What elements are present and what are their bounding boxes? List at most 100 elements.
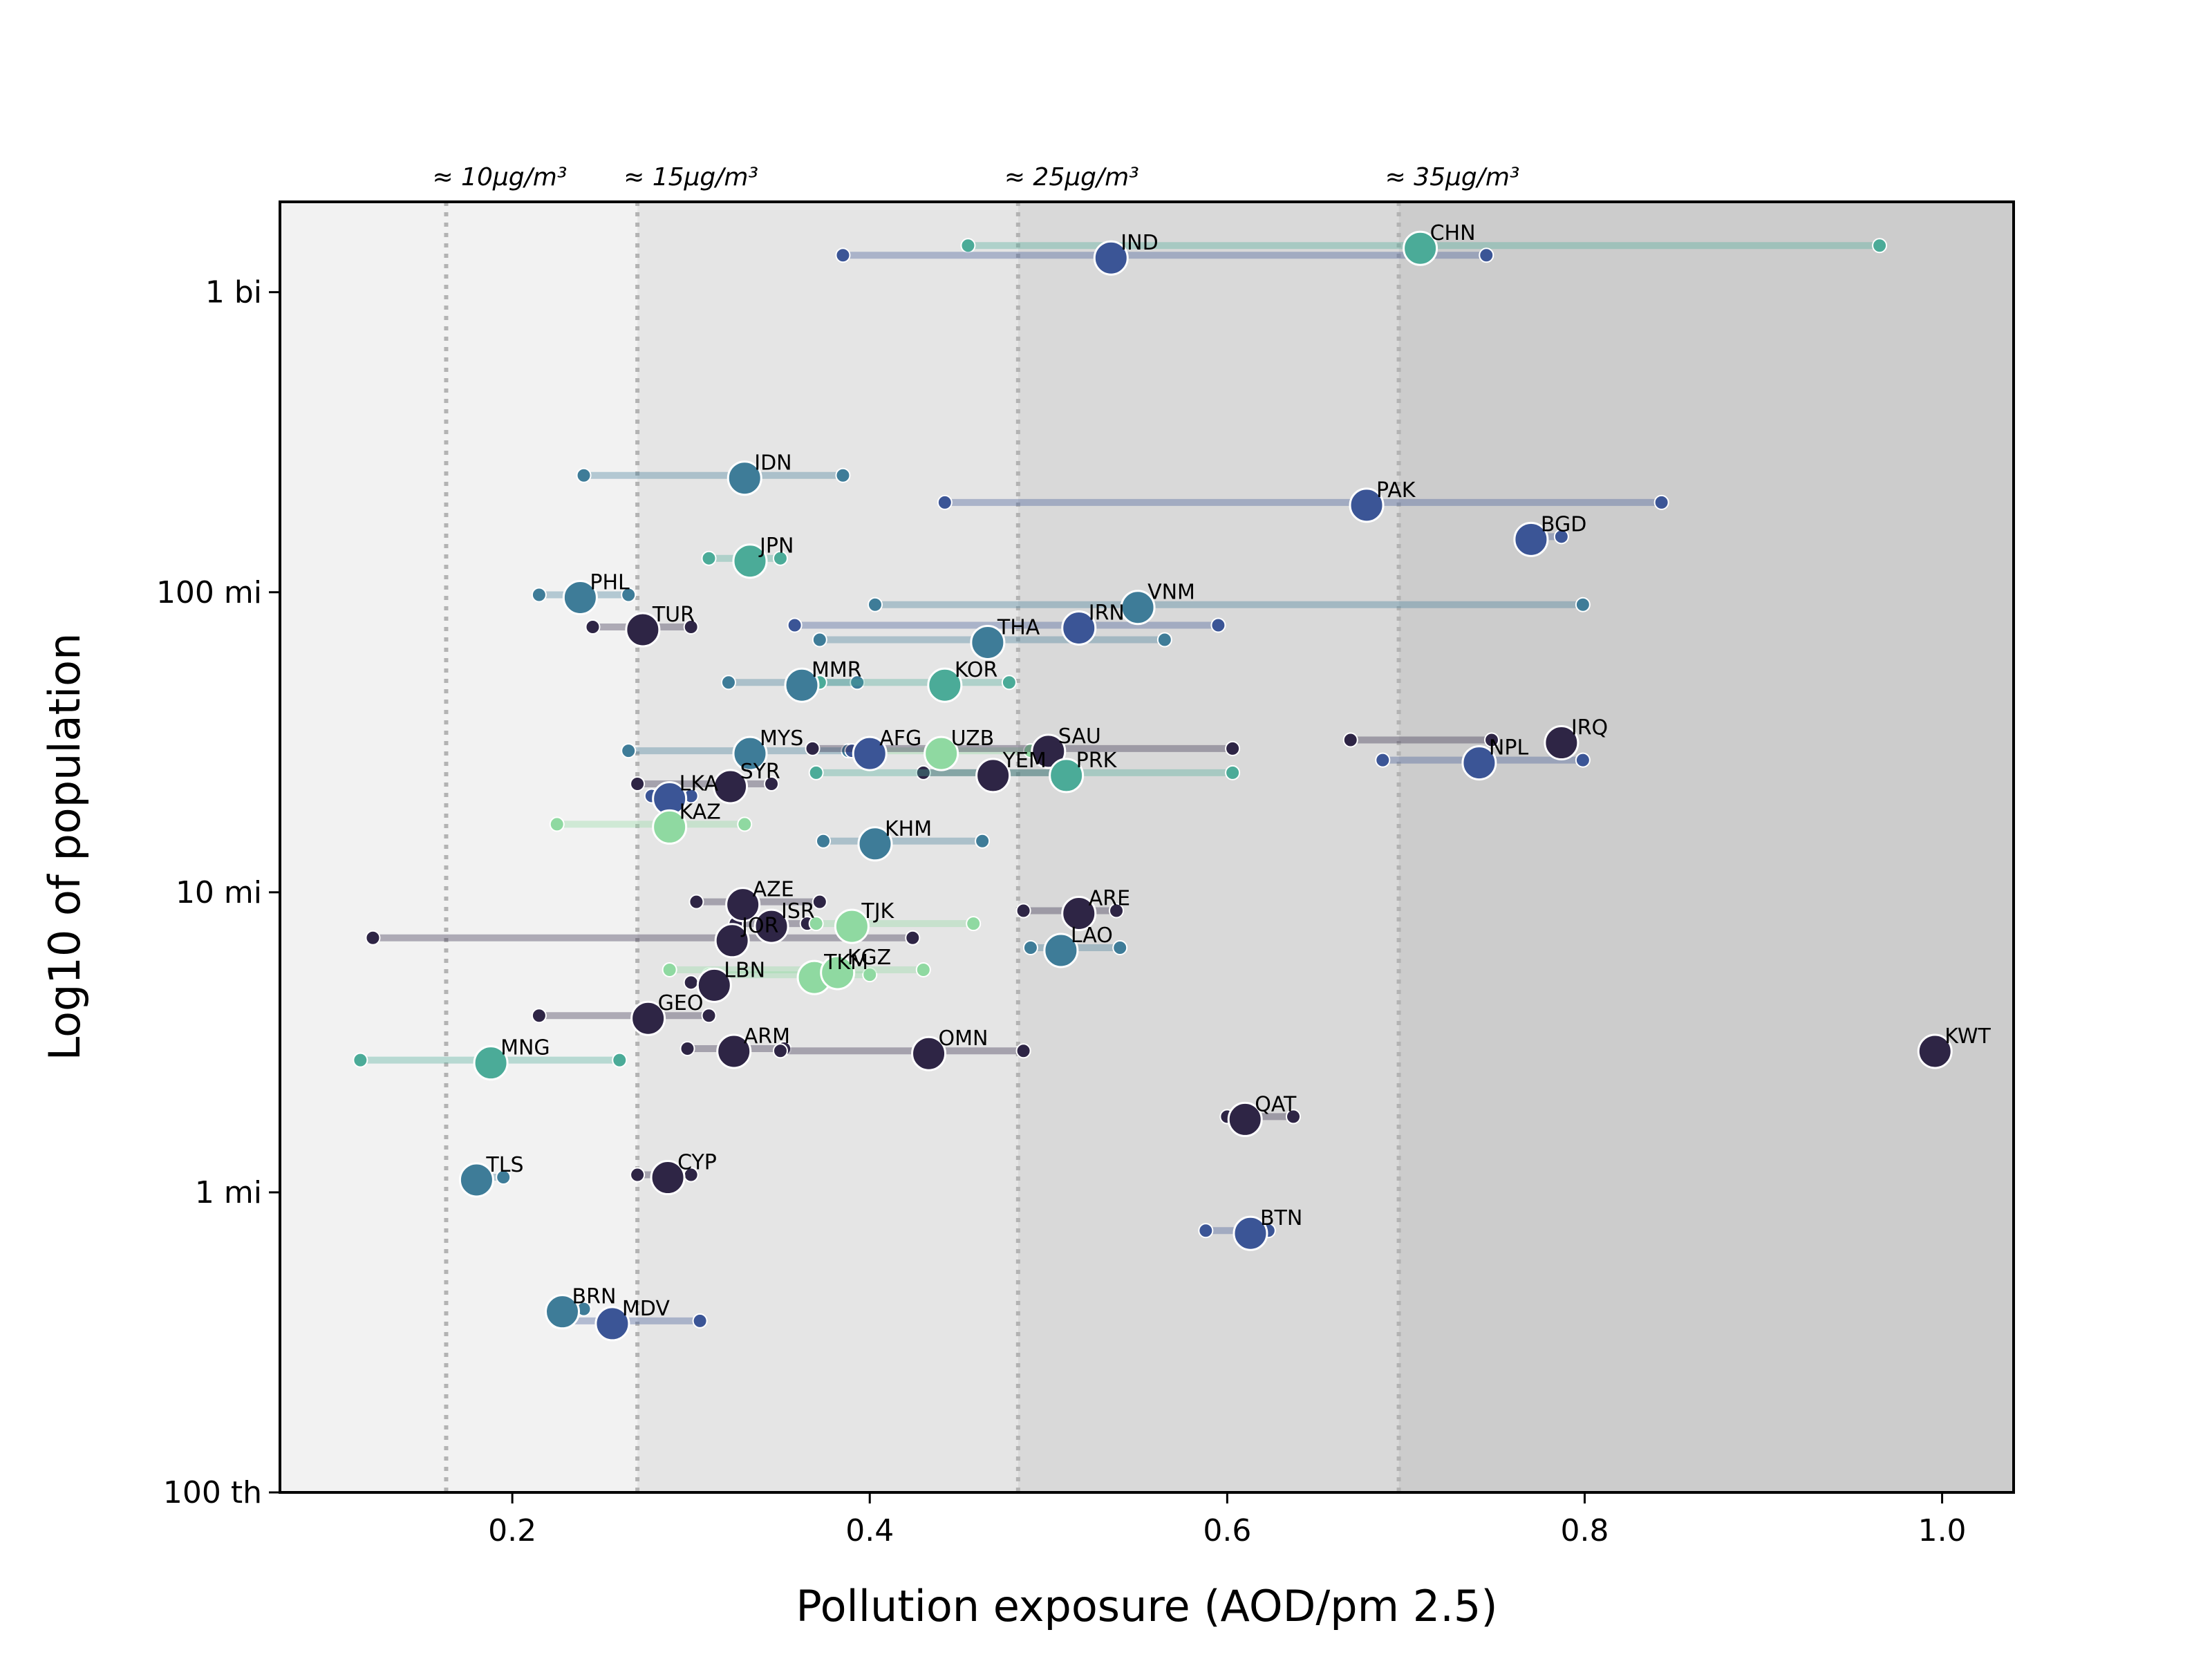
min-point bbox=[787, 617, 803, 633]
exposure-band bbox=[1398, 202, 2014, 1492]
country-point bbox=[652, 809, 688, 845]
reference-label: ≈ 10μg/m³ bbox=[432, 163, 567, 191]
max-point bbox=[1575, 597, 1591, 612]
country-label: SYR bbox=[740, 760, 780, 784]
country-point bbox=[1513, 521, 1549, 557]
country-point bbox=[625, 612, 661, 648]
country-label: KHM bbox=[885, 817, 932, 841]
country-point bbox=[725, 887, 761, 923]
min-point bbox=[805, 740, 821, 756]
country-point bbox=[1232, 1215, 1268, 1251]
max-point bbox=[621, 587, 637, 603]
max-point bbox=[1286, 1109, 1302, 1125]
max-point bbox=[862, 967, 878, 983]
country-point bbox=[732, 543, 768, 579]
min-point bbox=[688, 894, 704, 910]
country-label: AFG bbox=[879, 727, 921, 751]
min-point bbox=[531, 587, 547, 603]
country-label: YEM bbox=[1002, 749, 1047, 773]
reference-label: ≈ 15μg/m³ bbox=[624, 163, 758, 191]
country-point bbox=[714, 923, 750, 959]
min-point bbox=[812, 632, 827, 648]
country-label: BRN bbox=[572, 1285, 617, 1309]
min-point bbox=[772, 1043, 788, 1059]
country-label: JPN bbox=[758, 534, 794, 559]
country-point bbox=[852, 735, 888, 771]
country-point bbox=[834, 908, 870, 944]
x-tick-label: 0.8 bbox=[1560, 1513, 1609, 1548]
country-point bbox=[1043, 932, 1079, 968]
country-point bbox=[924, 735, 959, 771]
country-point bbox=[727, 460, 762, 496]
min-point bbox=[1342, 732, 1358, 748]
max-point bbox=[1225, 765, 1241, 780]
country-label: ARM bbox=[744, 1024, 790, 1049]
min-point bbox=[1375, 752, 1391, 768]
min-point bbox=[662, 962, 677, 977]
country-label: CHN bbox=[1430, 221, 1476, 245]
max-point bbox=[850, 675, 865, 691]
max-point bbox=[1653, 494, 1669, 510]
country-label: PRK bbox=[1076, 749, 1118, 773]
min-point bbox=[937, 494, 953, 510]
x-axis: 0.2 0.4 0.6 0.8 1.0 bbox=[488, 1492, 1967, 1548]
min-point bbox=[960, 238, 976, 254]
country-label: BTN bbox=[1260, 1206, 1302, 1230]
country-point bbox=[594, 1306, 630, 1342]
country-label: LAO bbox=[1071, 924, 1113, 948]
country-point bbox=[473, 1045, 509, 1081]
country-point bbox=[927, 667, 963, 703]
country-label: LBN bbox=[724, 958, 765, 982]
min-point bbox=[679, 1040, 695, 1056]
country-label: SAU bbox=[1058, 724, 1101, 749]
country-label: MMR bbox=[812, 658, 862, 682]
country-label: IDN bbox=[754, 451, 791, 476]
country-label: IRQ bbox=[1571, 716, 1608, 740]
country-point bbox=[562, 579, 598, 615]
y-tick-label: 10 mi bbox=[176, 875, 262, 910]
country-point bbox=[1093, 240, 1129, 276]
max-point bbox=[1575, 752, 1591, 768]
country-label: QAT bbox=[1255, 1092, 1297, 1116]
country-label: UZB bbox=[951, 727, 995, 751]
min-point bbox=[365, 930, 381, 946]
country-label: IND bbox=[1121, 231, 1158, 255]
max-point bbox=[612, 1052, 628, 1068]
max-point bbox=[1001, 675, 1017, 691]
exposure-band bbox=[1018, 202, 1399, 1492]
min-point bbox=[1022, 939, 1038, 955]
max-point bbox=[812, 894, 827, 910]
country-point bbox=[1403, 230, 1438, 266]
data-points bbox=[458, 230, 1953, 1342]
min-point bbox=[720, 675, 736, 691]
country-label: ARE bbox=[1089, 886, 1130, 910]
country-label: PAK bbox=[1376, 478, 1416, 503]
country-point bbox=[784, 667, 820, 703]
min-point bbox=[683, 975, 699, 991]
min-point bbox=[585, 619, 601, 635]
country-label: PHL bbox=[590, 570, 630, 594]
y-tick-label: 1 mi bbox=[195, 1175, 262, 1210]
country-label: MDV bbox=[622, 1297, 670, 1321]
country-point bbox=[857, 826, 893, 862]
max-point bbox=[915, 962, 931, 977]
min-point bbox=[1198, 1223, 1214, 1239]
min-point bbox=[630, 776, 646, 791]
min-point bbox=[1015, 903, 1031, 919]
min-point bbox=[621, 743, 637, 759]
country-label: TLS bbox=[485, 1153, 523, 1177]
country-point bbox=[1227, 1101, 1263, 1137]
max-point bbox=[966, 916, 982, 932]
y-axis: 1 bi 100 mi 10 mi 1 mi 100 th bbox=[156, 275, 280, 1510]
country-label: AZE bbox=[753, 878, 794, 902]
min-point bbox=[630, 1167, 646, 1183]
country-label: CYP bbox=[677, 1151, 717, 1175]
max-point bbox=[496, 1169, 512, 1185]
min-point bbox=[576, 467, 592, 483]
min-point bbox=[816, 833, 832, 849]
max-point bbox=[975, 833, 991, 849]
max-point bbox=[905, 930, 921, 946]
country-point bbox=[820, 955, 856, 991]
min-point bbox=[701, 550, 717, 566]
